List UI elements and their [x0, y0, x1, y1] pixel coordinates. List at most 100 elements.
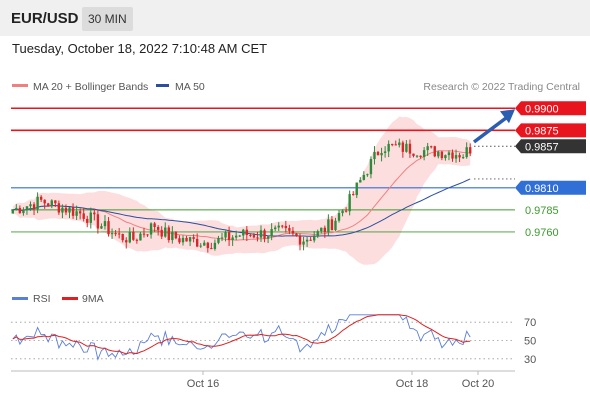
candle-body [362, 174, 366, 180]
candle-body [295, 233, 298, 236]
candle-body [284, 225, 288, 229]
candle-body [54, 200, 57, 204]
candle-body [178, 238, 181, 243]
candle-body [309, 239, 312, 241]
price-label-pivot: 0.9810 [525, 183, 559, 195]
candle-body [458, 155, 461, 158]
candle-body [36, 196, 39, 210]
candle-body [93, 212, 96, 215]
candle-body [330, 219, 334, 231]
candle-body [149, 223, 153, 235]
instrument-name: EUR/USD [11, 10, 79, 27]
candle-body [192, 237, 195, 239]
rsi-legend-label: RSI [33, 293, 51, 305]
candle-body [43, 199, 46, 204]
candle-body [373, 151, 376, 160]
candle-body [50, 200, 53, 207]
candle-body [440, 151, 444, 159]
candle-body [174, 231, 178, 239]
candle-body [71, 207, 75, 216]
x-tick-label: Oct 18 [396, 378, 428, 390]
candle-body [22, 210, 25, 214]
x-tick-label: Oct 16 [187, 378, 219, 390]
price-label-support: 0.9785 [525, 205, 559, 217]
price-tag-resistance [515, 101, 586, 116]
timestamp: Tuesday, October 18, 2022 7:10:48 AM CET [12, 41, 268, 56]
rsi-ma-line [12, 314, 471, 355]
candle-body [167, 227, 171, 241]
candle-body [288, 228, 291, 231]
candle-body [344, 210, 348, 212]
candle-body [348, 194, 351, 212]
candle-body [394, 144, 397, 146]
candle-body [238, 235, 241, 237]
candle-body [256, 237, 259, 239]
candle-body [18, 207, 22, 214]
candle-body [121, 233, 124, 241]
candle-body [68, 207, 71, 213]
candle-body [78, 211, 82, 214]
candle-body [312, 236, 316, 241]
candle-body [415, 155, 419, 157]
candle-body [249, 235, 252, 237]
candle-body [277, 225, 280, 228]
candle-body [447, 152, 451, 156]
candle-body [430, 146, 433, 148]
candle-body [206, 242, 210, 249]
candle-body [387, 143, 390, 152]
chart-header: EUR/USD 30 MIN [0, 0, 590, 36]
candle-body [224, 232, 227, 238]
ma20-legend-label: MA 20 + Bollinger Bands [33, 81, 148, 93]
candle-body [302, 241, 305, 245]
candle-body [39, 196, 43, 200]
candle-body [320, 227, 323, 232]
ma50-legend-swatch [156, 84, 169, 87]
ma20-legend-swatch [12, 84, 28, 87]
candle-body [327, 219, 330, 232]
candle-body [323, 227, 327, 232]
candle-body [114, 233, 117, 235]
x-tick-label: Oct 20 [462, 378, 494, 390]
price-tag-pivot [515, 180, 586, 195]
rsi-tick-label: 70 [524, 317, 536, 329]
candle-body [89, 212, 92, 223]
candle-body [451, 152, 454, 159]
candle-body [128, 231, 131, 243]
price-tag-last [515, 139, 586, 154]
candle-body [227, 232, 231, 241]
candle-body [220, 237, 224, 239]
candle-body [401, 142, 405, 152]
candle-body [210, 248, 213, 250]
candle-body [29, 204, 32, 207]
candle-body [156, 227, 160, 230]
candle-body [426, 146, 429, 151]
price-tag-resistance [515, 123, 586, 138]
candle-body [25, 206, 29, 211]
candle-body [281, 225, 284, 227]
candle-body [242, 229, 245, 236]
candle-body [454, 155, 458, 159]
candle-body [57, 203, 61, 213]
rsi-legend-swatch [12, 297, 28, 300]
candle-body [259, 230, 263, 238]
candle-body [366, 174, 369, 176]
candle-body [135, 239, 139, 241]
candle-body [110, 233, 114, 235]
candle-body [444, 155, 447, 159]
candle-body [103, 221, 107, 227]
candle-body [217, 238, 220, 243]
candle-body [64, 207, 68, 213]
candle-body [245, 229, 249, 236]
candle-body [96, 214, 100, 229]
candle-body [107, 221, 110, 235]
candle-body [181, 237, 185, 243]
candle-body [437, 151, 440, 157]
price-label-last: 0.9857 [525, 141, 559, 153]
candle-body [380, 152, 383, 156]
candle-body [405, 143, 408, 152]
timeframe-button[interactable]: 30 MIN [82, 7, 133, 31]
candle-body [352, 194, 355, 196]
candle-body [117, 233, 121, 235]
candle-body [266, 236, 270, 239]
